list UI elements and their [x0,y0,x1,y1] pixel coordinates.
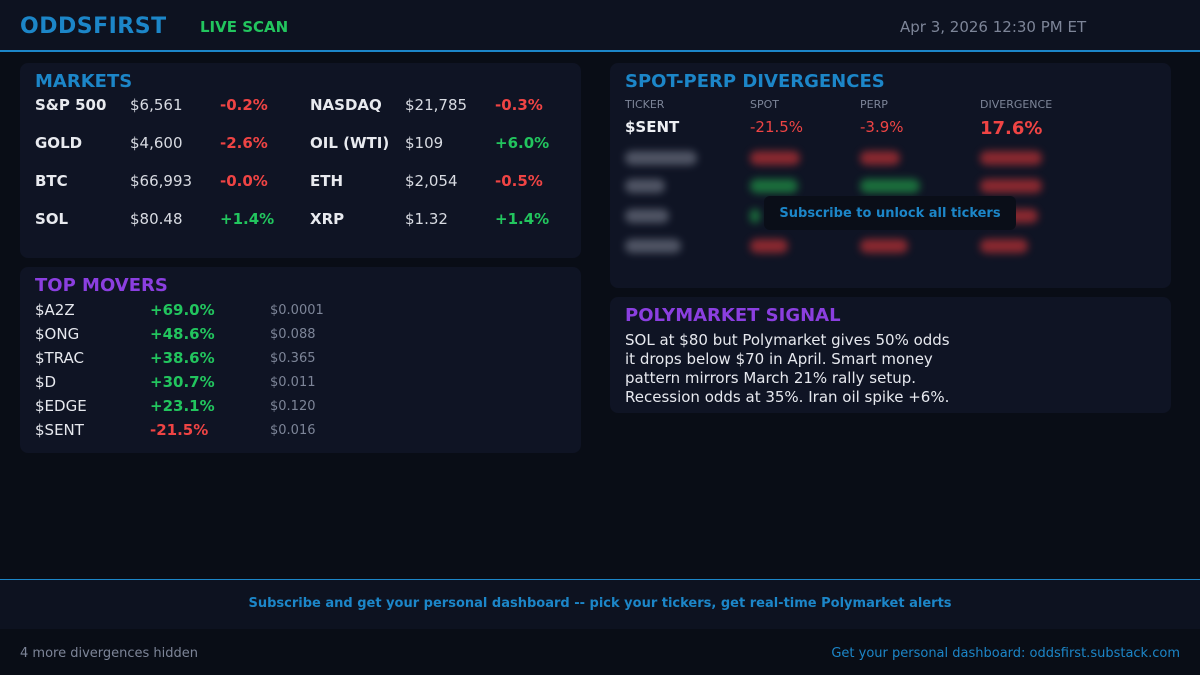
market-name: GOLD [35,134,83,152]
mover-price: $0.0001 [270,303,324,318]
market-price: $1.32 [405,210,448,228]
market-change: +1.4% [220,210,275,228]
divergences-title: SPOT-PERP DIVERGENCES [625,71,885,92]
mover-price: $0.088 [270,327,316,342]
market-name: OIL (WTI) [310,134,390,152]
signal-text-line: Recession odds at 35%. Iran oil spike +6… [625,388,950,406]
signal-text-line: SOL at $80 but Polymarket gives 50% odds [625,331,950,349]
polymarket-signal-panel: POLYMARKET SIGNAL SOL at $80 but Polymar… [610,297,1171,413]
mover-change: +30.7% [150,373,215,391]
divergence-perp: -3.9% [860,118,904,136]
polymarket-title: POLYMARKET SIGNAL [625,305,841,326]
market-name: SOL [35,210,69,228]
market-price: $2,054 [405,172,458,190]
column-header-ticker: TICKER [625,98,665,111]
locked-row [610,175,1171,197]
market-name: NASDAQ [310,96,382,114]
mover-price: $0.365 [270,351,316,366]
unlock-tickers-button[interactable]: Subscribe to unlock all tickers [764,196,1016,230]
live-scan-label: LIVE SCAN [200,18,289,36]
mover-change: -21.5% [150,421,209,439]
mover-price: $0.016 [270,423,316,438]
locked-row [610,235,1171,257]
top-movers-panel: TOP MOVERS $A2Z +69.0% $0.0001 $ONG +48.… [20,267,581,453]
mover-ticker: $ONG [35,325,80,343]
mover-change: +48.6% [150,325,215,343]
market-price: $4,600 [130,134,183,152]
market-change: -0.2% [220,96,268,114]
market-change: -0.3% [495,96,543,114]
divergence-spot: -21.5% [750,118,804,136]
subscribe-cta-link[interactable]: Subscribe and get your personal dashboar… [248,596,952,611]
market-price: $80.48 [130,210,183,228]
dashboard-link[interactable]: Get your personal dashboard: oddsfirst.s… [831,646,1180,661]
markets-panel: MARKETS S&P 500 $6,561 -0.2% NASDAQ $21,… [20,63,581,258]
column-header-divergence: DIVERGENCE [980,98,1053,111]
market-price: $109 [405,134,444,152]
market-change: +1.4% [495,210,550,228]
market-change: -0.5% [495,172,543,190]
mover-change: +69.0% [150,301,215,319]
market-price: $66,993 [130,172,193,190]
top-movers-title: TOP MOVERS [35,275,168,296]
market-change: -2.6% [220,134,268,152]
market-name: ETH [310,172,344,190]
mover-ticker: $EDGE [35,397,87,415]
market-change: -0.0% [220,172,268,190]
timestamp: Apr 3, 2026 12:30 PM ET [900,18,1087,36]
signal-text-line: pattern mirrors March 21% rally setup. [625,369,916,387]
mover-change: +23.1% [150,397,215,415]
header-bar: ODDSFIRST LIVE SCAN Apr 3, 2026 12:30 PM… [0,0,1200,52]
market-price: $21,785 [405,96,468,114]
mover-ticker: $D [35,373,57,391]
market-name: S&P 500 [35,96,107,114]
mover-ticker: $SENT [35,421,84,439]
subscribe-banner: Subscribe and get your personal dashboar… [0,579,1200,629]
mover-ticker: $A2Z [35,301,75,319]
market-change: +6.0% [495,134,550,152]
locked-row [610,147,1171,169]
mover-price: $0.120 [270,399,316,414]
brand-logo[interactable]: ODDSFIRST [20,14,167,39]
markets-title: MARKETS [35,71,133,92]
mover-change: +38.6% [150,349,215,367]
column-header-spot: SPOT [750,98,779,111]
signal-text-line: it drops below $70 in April. Smart money [625,350,933,368]
market-name: XRP [310,210,345,228]
column-header-perp: PERP [860,98,888,111]
divergences-panel: SPOT-PERP DIVERGENCES TICKER SPOT PERP D… [610,63,1171,288]
market-price: $6,561 [130,96,183,114]
mover-ticker: $TRAC [35,349,84,367]
hidden-divergences-note: 4 more divergences hidden [20,646,199,661]
market-name: BTC [35,172,68,190]
divergence-ticker: $SENT [625,118,680,136]
mover-price: $0.011 [270,375,316,390]
divergence-value: 17.6% [980,118,1043,139]
